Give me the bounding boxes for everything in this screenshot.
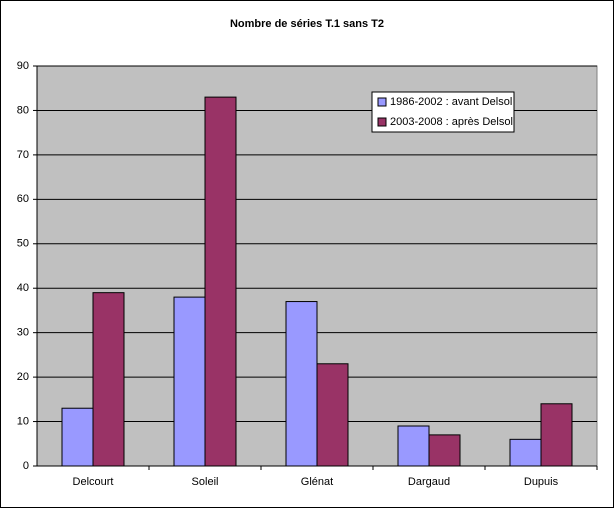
bar (540, 403, 573, 467)
chart-title: Nombre de séries T.1 sans T2 (230, 18, 384, 30)
y-tick-label: 80 (17, 104, 29, 116)
bar (92, 292, 125, 467)
bar (397, 425, 430, 467)
y-tick-label: 40 (17, 282, 29, 294)
x-tick-label: Dargaud (408, 476, 450, 488)
bar (285, 301, 318, 467)
legend-label: 1986-2002 : avant Delsol (390, 96, 512, 108)
y-tick-label: 50 (17, 238, 29, 250)
bar (204, 96, 237, 467)
bar (173, 296, 206, 467)
x-tick-label: Dupuis (524, 476, 559, 488)
x-tick-label: Glénat (301, 476, 333, 488)
bar (428, 434, 461, 467)
bar (316, 363, 349, 467)
x-tick-label: Delcourt (73, 476, 114, 488)
legend-swatch (377, 97, 387, 107)
y-tick-label: 0 (23, 460, 29, 472)
legend-swatch (377, 117, 387, 127)
y-tick-label: 20 (17, 371, 29, 383)
legend-box (371, 91, 515, 133)
bar (61, 407, 94, 467)
x-tick-label: Soleil (192, 476, 219, 488)
legend-label: 2003-2008 : après Delsol (390, 116, 513, 128)
y-tick-label: 30 (17, 327, 29, 339)
y-tick-label: 60 (17, 193, 29, 205)
bar (509, 438, 542, 467)
y-tick-label: 70 (17, 149, 29, 161)
y-tick-label: 10 (17, 415, 29, 427)
y-tick-label: 90 (17, 60, 29, 72)
